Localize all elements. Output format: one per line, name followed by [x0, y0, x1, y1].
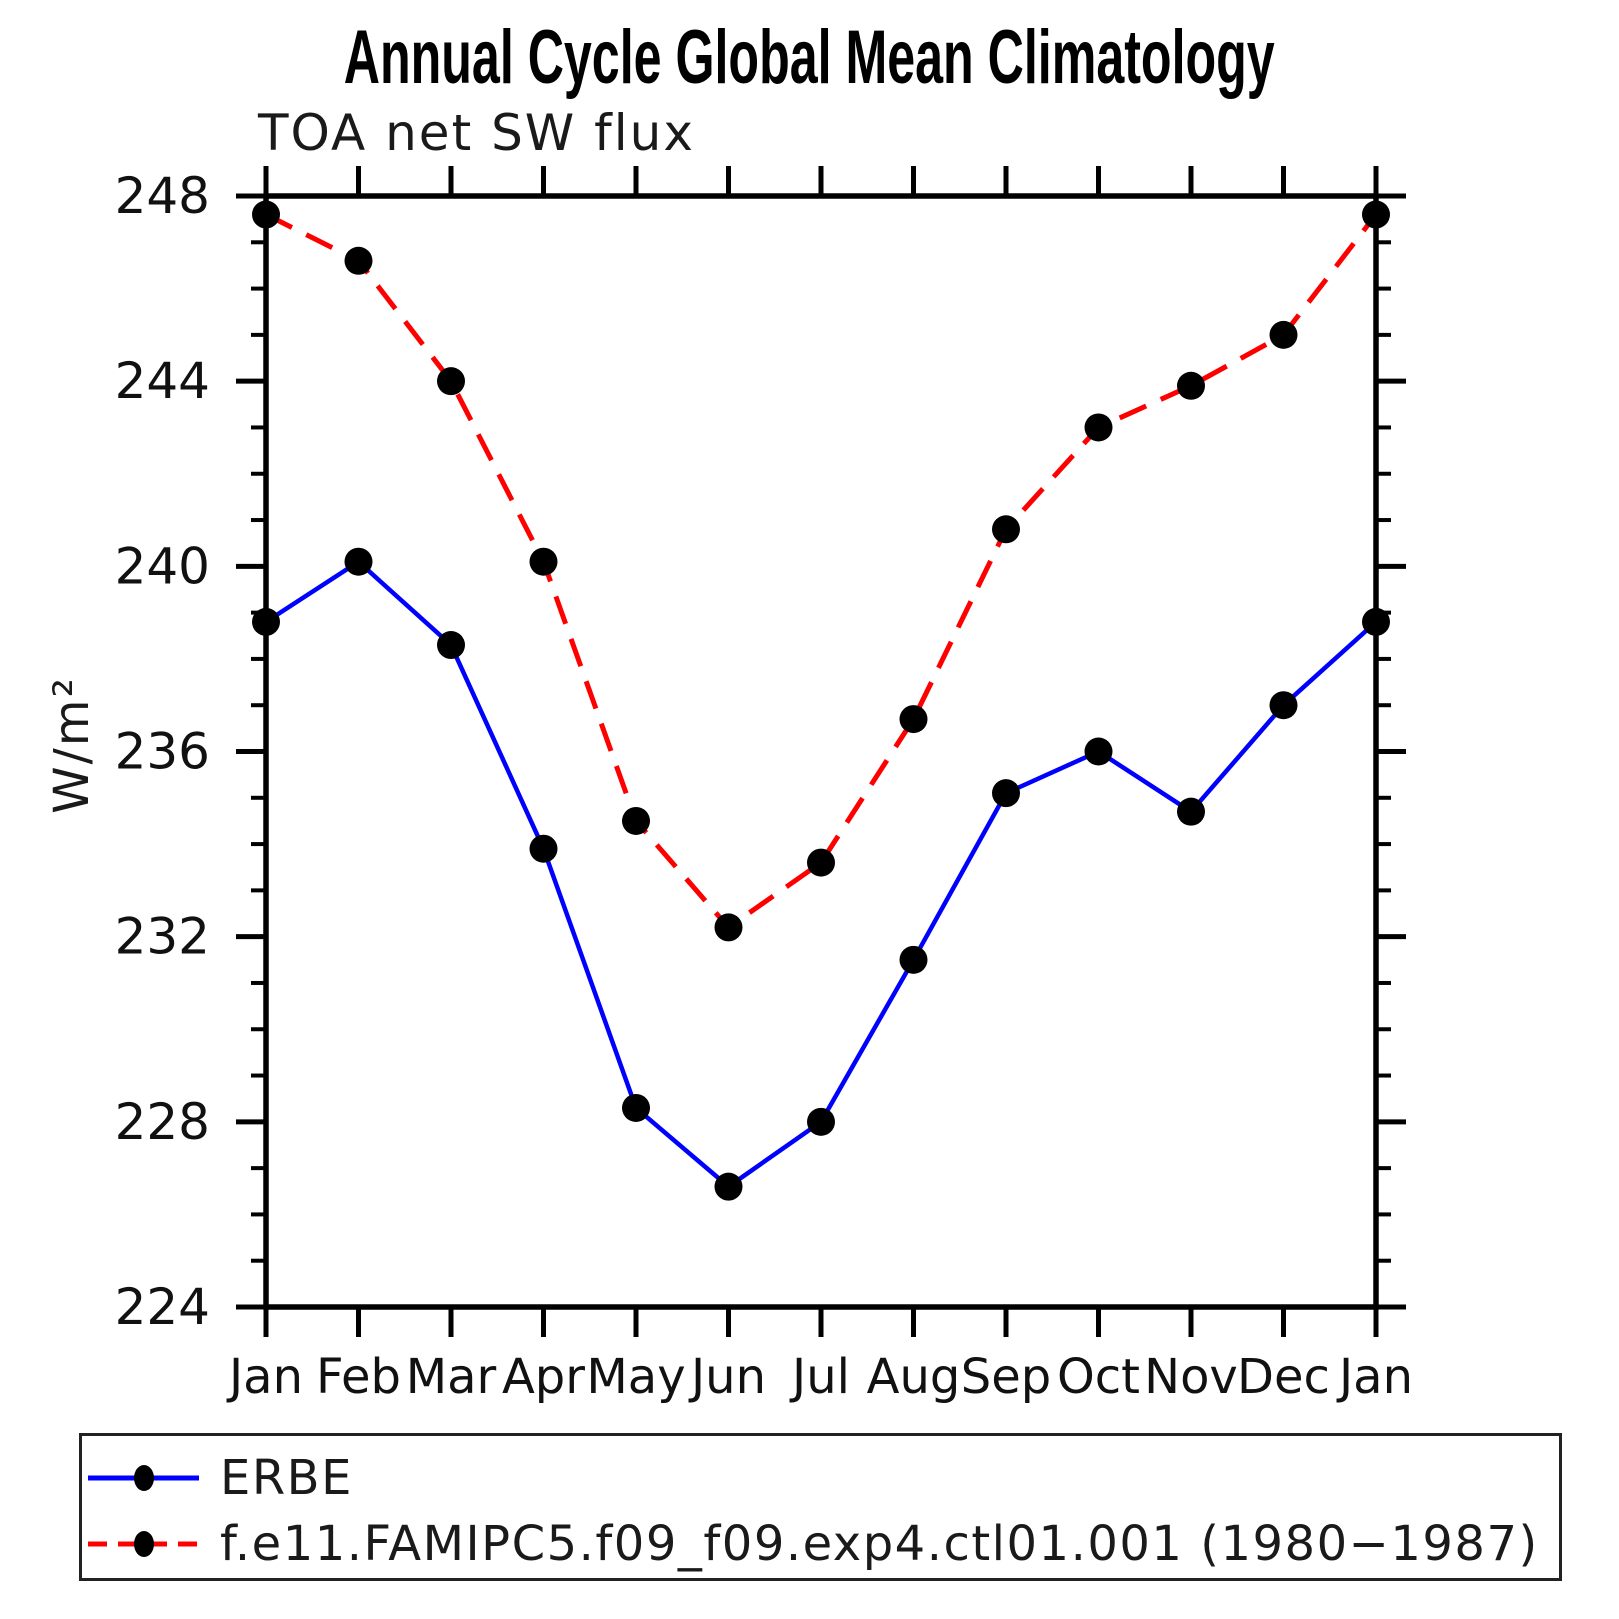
- data-point-0-Jun: [714, 1172, 743, 1201]
- data-point-1-Apr: [529, 547, 558, 576]
- data-point-0-Nov: [1177, 797, 1205, 826]
- model-sample-marker-icon: [134, 1531, 154, 1557]
- data-point-1-Aug: [899, 705, 928, 734]
- erbe-line-sample: [88, 1465, 199, 1491]
- month-label: Jul: [789, 1349, 850, 1405]
- y-tick-label: 228: [115, 1093, 210, 1151]
- data-point-0-Mar: [437, 631, 465, 660]
- erbe-sample-marker-icon: [134, 1465, 154, 1491]
- y-tick-label: 248: [115, 167, 210, 225]
- plot-frame: [263, 193, 1379, 1310]
- y-tick-label: 224: [115, 1278, 210, 1336]
- month-label: Oct: [1057, 1349, 1140, 1405]
- data-point-1-Jul: [807, 848, 835, 877]
- data-point-0-Oct: [1084, 737, 1113, 766]
- y-tick-label: 232: [115, 908, 210, 966]
- data-point-1-Mar: [437, 367, 465, 396]
- y-tick-label: 244: [115, 352, 210, 410]
- page-title-text: Annual Cycle Global Mean Climatology: [344, 15, 1275, 100]
- month-label: Apr: [502, 1349, 585, 1405]
- series-line-1: [264, 212, 1378, 930]
- data-point-0-Dec: [1269, 691, 1298, 720]
- legend-item-model: f.e11.FAMIPC5.f09_f09.exp4.ctl01.001 (19…: [86, 1514, 1539, 1574]
- data-point-1-Feb: [344, 246, 373, 275]
- data-point-0-Jul: [807, 1107, 835, 1136]
- legend-box: ERBE f.e11.FAMIPC5.f09_f09.exp4.ctl01.00…: [79, 1433, 1562, 1581]
- month-label: Mar: [406, 1349, 497, 1405]
- data-point-1-Nov: [1177, 371, 1205, 400]
- legend-item-erbe: ERBE: [86, 1448, 353, 1508]
- data-point-0-Jan: [252, 607, 280, 636]
- data-point-1-Jun: [714, 913, 743, 942]
- legend-label-erbe: ERBE: [220, 1450, 353, 1506]
- month-label: Aug: [867, 1349, 961, 1405]
- y-tick-label: 240: [115, 537, 210, 595]
- data-point-1-Jan: [252, 200, 280, 229]
- month-label: Dec: [1237, 1349, 1330, 1405]
- data-point-1-May: [622, 806, 650, 835]
- month-label: Sep: [961, 1349, 1051, 1405]
- month-label: Jun: [688, 1349, 766, 1405]
- data-point-0-Sep: [992, 779, 1020, 808]
- month-label: Jan: [226, 1349, 303, 1405]
- data-point-1-Oct: [1084, 413, 1113, 442]
- month-label: Jan: [1336, 1349, 1413, 1405]
- data-point-1-Sep: [992, 515, 1020, 544]
- data-point-1-Dec: [1269, 320, 1298, 349]
- data-point-0-Feb: [344, 547, 373, 576]
- data-point-0-Jan: [1362, 607, 1390, 636]
- page-title: Annual Cycle Global Mean Climatology: [0, 14, 1619, 101]
- model-line-sample: [88, 1531, 199, 1557]
- y-tick-label: 236: [115, 723, 210, 781]
- month-label: Nov: [1144, 1349, 1238, 1405]
- data-point-0-Apr: [529, 834, 558, 863]
- month-label: May: [586, 1349, 685, 1405]
- month-label: Feb: [316, 1349, 401, 1405]
- legend-label-model: f.e11.FAMIPC5.f09_f09.exp4.ctl01.001 (19…: [220, 1516, 1539, 1572]
- data-point-0-May: [622, 1093, 650, 1122]
- chart-subtitle: TOA net SW flux: [258, 104, 695, 162]
- data-point-1-Jan: [1362, 200, 1390, 229]
- data-point-0-Aug: [899, 945, 928, 974]
